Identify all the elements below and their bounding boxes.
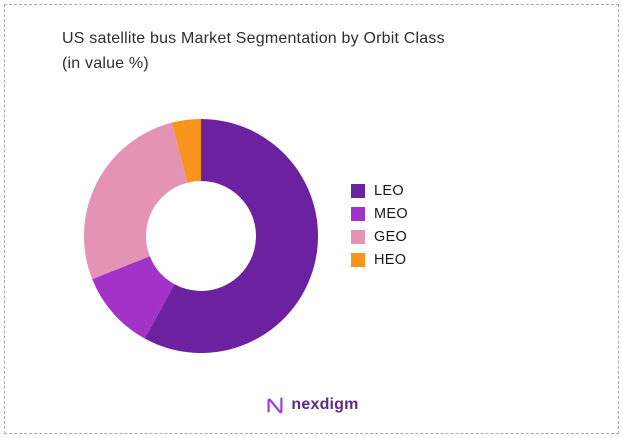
donut-segment-leo [144, 118, 319, 354]
nexdigm-logo-icon [266, 397, 282, 414]
chart-title: US satellite bus Market Segmentation by … [62, 26, 445, 76]
legend-label-leo: LEO [374, 182, 404, 199]
donut-segment-heo [171, 118, 201, 183]
chart-title-line2: (in value %) [62, 55, 149, 72]
legend-item-geo: GEO [351, 228, 408, 245]
donut-segment-geo [83, 122, 188, 280]
legend-swatch-meo [351, 206, 365, 221]
chart-legend: LEO MEO GEO HEO [351, 183, 408, 275]
legend-item-leo: LEO [351, 182, 408, 199]
legend-label-geo: GEO [374, 228, 408, 245]
chart-title-line1: US satellite bus Market Segmentation by … [62, 30, 445, 47]
donut-chart [82, 117, 320, 355]
legend-item-heo: HEO [351, 251, 408, 268]
brand-logo: nexdigm [264, 394, 358, 416]
legend-label-heo: HEO [374, 251, 407, 268]
legend-label-meo: MEO [374, 205, 408, 222]
donut-chart-svg [83, 118, 319, 354]
legend-swatch-leo [351, 183, 365, 198]
legend-swatch-geo [351, 229, 365, 244]
legend-swatch-heo [351, 252, 365, 267]
legend-item-meo: MEO [351, 205, 408, 222]
brand-name: nexdigm [291, 396, 359, 413]
donut-segment-meo [92, 256, 175, 339]
